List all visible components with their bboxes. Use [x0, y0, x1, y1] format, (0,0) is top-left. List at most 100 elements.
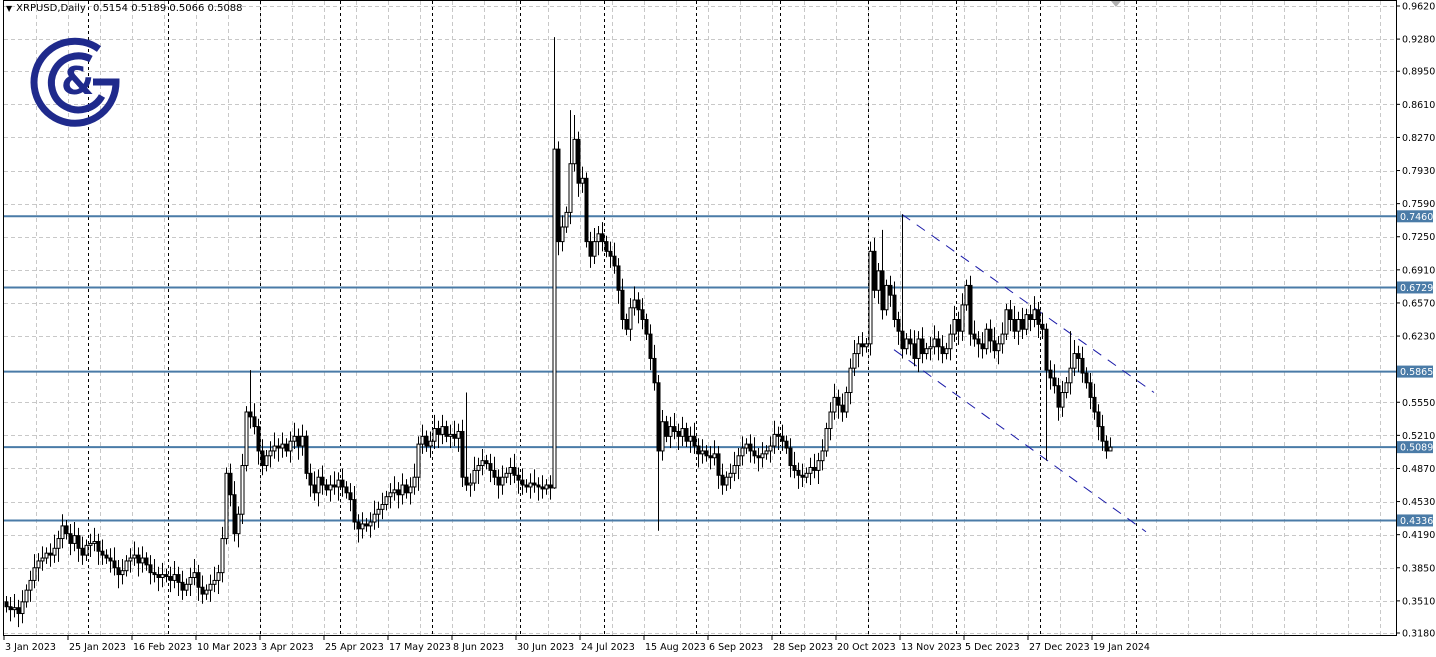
candle — [872, 237, 877, 299]
candle — [260, 439, 265, 476]
candle — [160, 562, 165, 588]
candle — [1012, 305, 1017, 339]
bear-candle-body — [308, 472, 313, 486]
candle — [760, 442, 765, 468]
candle — [124, 555, 129, 577]
candle — [312, 471, 317, 501]
bull-candle-body — [728, 472, 733, 478]
bear-candle-body — [332, 484, 337, 488]
bull-candle-body — [448, 433, 453, 437]
price-axis[interactable]: 0.9620 0.9280 0.8950 0.8610 0.8270 0.7930 0.75… — [1396, 2, 1435, 640]
candle — [764, 445, 769, 460]
candle — [76, 527, 81, 562]
candle — [652, 344, 657, 391]
time-axis[interactable]: 3 Jan 2023 25 Jan 2023 16 Feb 2023 10 Mar 2… — [3, 636, 1150, 653]
bull-candle-body — [60, 525, 65, 540]
candle — [944, 342, 949, 360]
candle — [272, 432, 277, 459]
candle — [180, 570, 185, 600]
price-tick-label: 0.3180 — [1402, 629, 1435, 640]
candle — [40, 546, 45, 571]
bear-candle-body — [752, 450, 757, 457]
time-tick-label: 20 Oct 2023 — [837, 642, 896, 653]
candle — [684, 422, 689, 448]
bear-candle-body — [4, 601, 9, 608]
bear-candle-body — [404, 484, 409, 494]
bull-candle-body — [564, 211, 569, 228]
candle — [480, 448, 485, 476]
candle — [392, 476, 397, 501]
bull-candle-body — [904, 338, 909, 350]
triangle-down-icon[interactable]: ▼ — [6, 4, 13, 13]
candle — [384, 490, 389, 511]
bear-candle-body — [1020, 319, 1025, 330]
price-tick-label: 0.6910 — [1402, 265, 1435, 276]
level-price-badge — [1397, 514, 1433, 527]
candle — [556, 141, 561, 256]
bear-candle-body — [436, 428, 441, 435]
candle — [380, 492, 385, 520]
candle — [860, 332, 865, 357]
price-tick-label: 0.3510 — [1402, 596, 1435, 607]
candle — [292, 422, 297, 449]
bear-candle-body — [536, 484, 541, 488]
candle — [500, 465, 505, 495]
candle — [136, 547, 141, 577]
candle — [776, 426, 781, 450]
bull-candle-body — [28, 579, 33, 591]
price-tick-label: 0.9280 — [1402, 35, 1435, 46]
bear-candle-body — [464, 476, 469, 486]
trend-channel[interactable] — [893, 213, 1155, 533]
candle — [656, 374, 661, 531]
candle — [104, 549, 109, 564]
bull-candle-body — [1108, 446, 1113, 452]
horizontal-levels[interactable] — [4, 215, 1396, 522]
candle — [940, 335, 945, 364]
candle — [884, 279, 889, 316]
bear-candle-body — [460, 430, 465, 478]
channel-line-lower[interactable] — [893, 349, 1147, 533]
candle — [800, 463, 805, 487]
candle — [676, 423, 681, 450]
candle — [48, 543, 53, 567]
candle — [808, 457, 813, 486]
candle — [976, 331, 981, 358]
bear-candle-body — [340, 479, 345, 488]
bull-candle-body — [224, 472, 229, 540]
shift-marker-icon[interactable] — [1111, 1, 1121, 7]
time-tick-label: 24 Jul 2023 — [581, 642, 635, 653]
bull-candle-body — [440, 426, 445, 435]
bear-candle-body — [584, 177, 589, 243]
candle — [344, 481, 349, 499]
bear-candle-body — [260, 450, 265, 467]
candle — [268, 441, 273, 468]
candle — [276, 438, 281, 462]
candle — [108, 548, 113, 573]
price-tick-label: 0.4870 — [1402, 464, 1435, 475]
bull-candle-body — [964, 284, 969, 306]
candle — [932, 325, 937, 355]
bear-candle-body — [48, 552, 53, 556]
candle — [52, 534, 57, 563]
bull-candle-body — [244, 411, 249, 467]
candle — [80, 536, 85, 565]
bear-candle-body — [352, 499, 357, 523]
bull-candle-body — [952, 319, 957, 335]
bear-candle-body — [800, 474, 805, 478]
bear-candle-body — [1044, 328, 1049, 371]
bull-candle-body — [500, 476, 505, 486]
bull-candle-body — [236, 513, 241, 535]
candle — [264, 449, 269, 472]
candle — [696, 438, 701, 468]
candle — [228, 463, 233, 507]
candle — [176, 566, 181, 597]
candle — [852, 339, 857, 376]
candle — [1020, 307, 1025, 339]
bull-candle-body — [384, 496, 389, 505]
bull-candle-body — [1060, 392, 1065, 408]
candle — [1064, 376, 1069, 399]
time-tick-label: 15 Aug 2023 — [645, 642, 706, 653]
bull-candle-body — [268, 450, 273, 457]
channel-line-upper[interactable] — [901, 213, 1155, 393]
